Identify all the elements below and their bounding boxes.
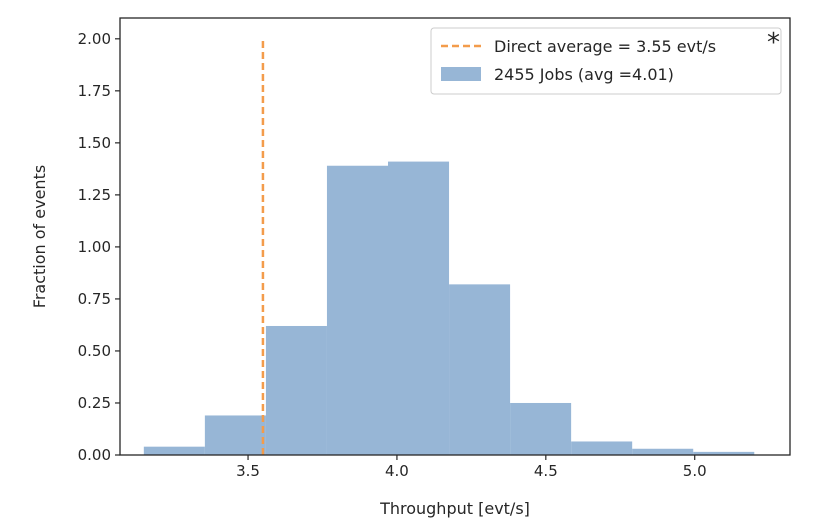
x-tick-label: 4.0 bbox=[385, 462, 409, 480]
legend-box bbox=[430, 27, 782, 95]
y-tick-label: 0.75 bbox=[78, 290, 111, 308]
x-tick-label: 5.0 bbox=[683, 462, 707, 480]
y-tick-label: 1.75 bbox=[78, 82, 111, 100]
y-tick-label: 0.50 bbox=[78, 342, 111, 360]
y-tick-label: 1.50 bbox=[78, 134, 111, 152]
y-axis-ticks: 0.00 0.25 0.50 0.75 1.00 1.25 1.50 1.75 2.00 bbox=[78, 30, 120, 464]
legend-reference-label: Direct average = 3.55 evt/s bbox=[494, 37, 716, 56]
legend-series-label: 2455 Jobs (avg =4.01) bbox=[494, 65, 674, 84]
y-tick-label: 0.25 bbox=[78, 394, 111, 412]
x-axis-label: Throughput [evt/s] bbox=[379, 499, 530, 518]
histogram-bar bbox=[632, 448, 694, 455]
histogram-bar bbox=[693, 451, 755, 455]
histogram-bar bbox=[449, 284, 511, 455]
legend-bar-swatch bbox=[441, 67, 481, 81]
y-tick-label: 1.00 bbox=[78, 238, 111, 256]
axes-frame bbox=[119, 17, 791, 456]
histogram-bar bbox=[204, 415, 266, 455]
histogram-bar bbox=[143, 446, 205, 455]
asterisk-annotation: * bbox=[767, 28, 780, 58]
legend: Direct average = 3.55 evt/s 2455 Jobs (a… bbox=[430, 27, 782, 95]
y-tick-label: 2.00 bbox=[78, 30, 111, 48]
histogram-bar bbox=[326, 165, 388, 455]
histogram-bars bbox=[143, 161, 755, 456]
y-tick-label: 1.25 bbox=[78, 186, 111, 204]
x-axis-ticks: 3.5 4.0 4.5 5.0 bbox=[236, 455, 707, 480]
histogram-bar bbox=[388, 161, 450, 456]
x-tick-label: 3.5 bbox=[236, 462, 260, 480]
y-tick-label: 0.00 bbox=[78, 446, 111, 464]
y-axis-label: Fraction of events bbox=[30, 165, 49, 308]
histogram-bar bbox=[571, 441, 633, 455]
histogram-bar bbox=[510, 402, 572, 455]
x-tick-label: 4.5 bbox=[534, 462, 558, 480]
histogram-bar bbox=[265, 325, 327, 455]
